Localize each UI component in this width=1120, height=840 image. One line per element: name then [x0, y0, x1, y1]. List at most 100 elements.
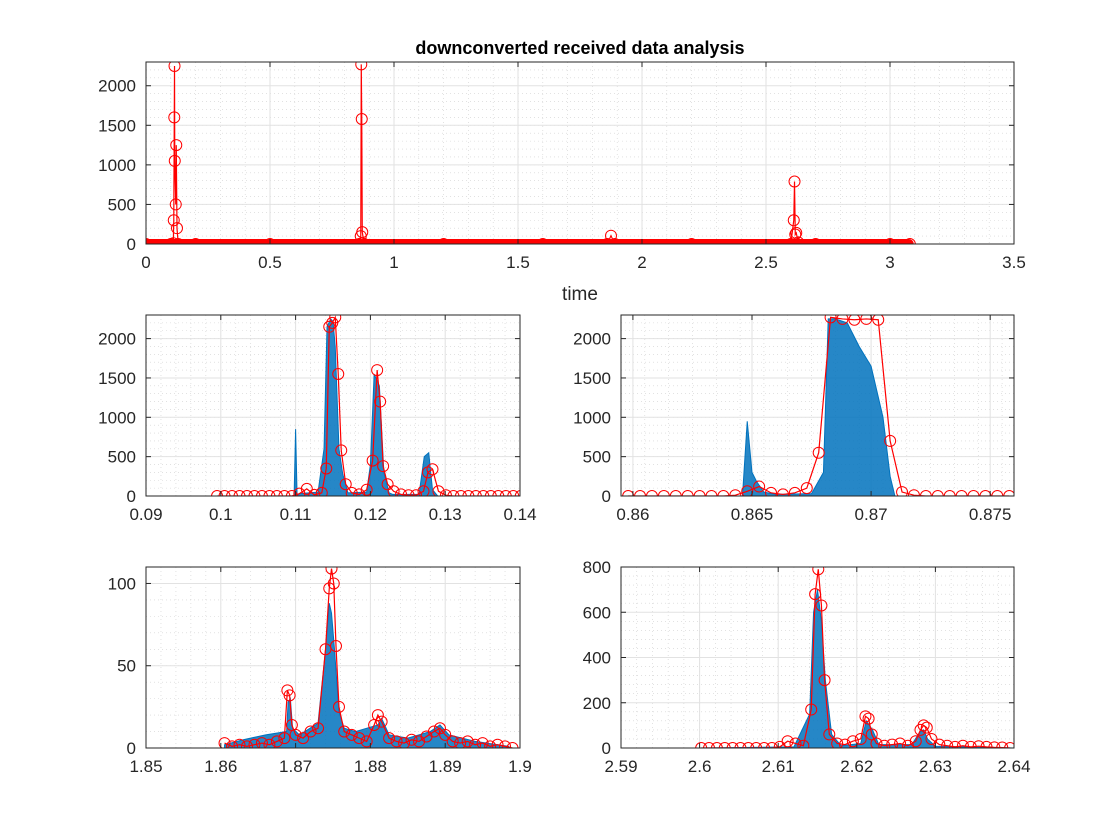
data-point [805, 703, 818, 716]
data-point [387, 485, 400, 496]
data-point [812, 446, 825, 459]
data-point [339, 478, 352, 491]
x-tick-label: 2 [637, 253, 646, 272]
data-point [967, 490, 980, 496]
data-point [211, 490, 224, 496]
data-point [765, 486, 778, 496]
data-point [878, 739, 891, 748]
data-point [327, 577, 340, 590]
data-point [991, 490, 1004, 496]
y-tick-label: 500 [108, 195, 136, 214]
y-tick-label: 2000 [573, 330, 611, 349]
data-point [395, 488, 408, 496]
data-point [270, 735, 283, 748]
data-point [499, 490, 512, 496]
data-point [462, 490, 475, 496]
data-point [601, 238, 614, 244]
data-point [469, 738, 482, 748]
data-point [797, 739, 810, 748]
data-point [499, 740, 512, 748]
data-point [773, 740, 786, 748]
data-point [390, 735, 403, 748]
data-point [353, 732, 366, 745]
x-tick-label: 2.64 [997, 757, 1030, 776]
data-point [896, 486, 909, 496]
y-tick-label: 50 [117, 657, 136, 676]
data-point [854, 732, 867, 745]
y-tick-label: 0 [602, 487, 611, 506]
data-point [788, 175, 801, 188]
data-point [870, 737, 883, 748]
x-tick-label: 2.59 [604, 757, 637, 776]
data-point [398, 737, 411, 748]
x-tick-label: 1.88 [354, 757, 387, 776]
x-tick-label: 1.89 [429, 757, 462, 776]
data-point [332, 700, 345, 713]
data-point [787, 214, 800, 227]
data-point [788, 486, 801, 496]
data-point [218, 737, 231, 748]
axes-box-1 [145, 314, 521, 497]
data-point [255, 490, 268, 496]
data-point [285, 490, 298, 496]
data-point [169, 198, 182, 211]
data-point [955, 490, 968, 496]
data-point [233, 490, 246, 496]
data-point [226, 490, 239, 496]
data-point [168, 111, 181, 124]
data-point [335, 444, 348, 457]
data-point [326, 316, 339, 329]
data-point [933, 738, 946, 748]
y-tick-label: 1500 [98, 116, 136, 135]
axes-box-3 [145, 566, 521, 749]
data-point [536, 238, 549, 244]
data-point [476, 737, 489, 748]
data-point [800, 482, 813, 495]
data-point [484, 490, 497, 496]
x-tick-label: 1.5 [506, 253, 530, 272]
data-point [484, 740, 497, 748]
data-point [920, 721, 933, 734]
data-point [461, 735, 474, 748]
data-point [507, 490, 520, 496]
y-tick-label: 0 [127, 235, 136, 254]
data-point [980, 740, 993, 748]
data-point [492, 490, 505, 496]
data-point [884, 434, 897, 447]
data-point [886, 738, 899, 748]
data-point [329, 315, 342, 324]
data-point [941, 739, 954, 748]
data-point [270, 490, 283, 496]
y-tick-label: 2000 [98, 330, 136, 349]
data-point [758, 742, 771, 748]
data-point [360, 483, 373, 496]
data-point [776, 488, 789, 496]
data-point [374, 395, 387, 408]
data-point [831, 737, 844, 748]
data-point [988, 741, 1001, 748]
series-2-0 [632, 318, 1014, 496]
data-point [742, 742, 755, 748]
data-point [233, 738, 246, 748]
x-tick-label: 0.09 [129, 505, 162, 524]
data-point [925, 732, 938, 745]
data-point [1004, 742, 1014, 748]
data-point [278, 490, 291, 496]
data-point [710, 742, 723, 748]
data-point [304, 725, 317, 738]
x-tick-label: 0.12 [354, 505, 387, 524]
data-point [439, 728, 452, 741]
x-tick-label: 1 [389, 253, 398, 272]
data-point [681, 490, 694, 496]
data-point [255, 737, 268, 748]
data-point [356, 226, 369, 239]
x-tick-label: 3.5 [1002, 253, 1026, 272]
data-point [240, 740, 253, 748]
data-point [741, 485, 754, 496]
data-point [903, 238, 916, 244]
figure-title: downconverted received data analysis [415, 38, 744, 58]
data-point [248, 490, 261, 496]
data-point [308, 488, 321, 496]
data-point [823, 728, 836, 741]
data-point [332, 368, 345, 381]
